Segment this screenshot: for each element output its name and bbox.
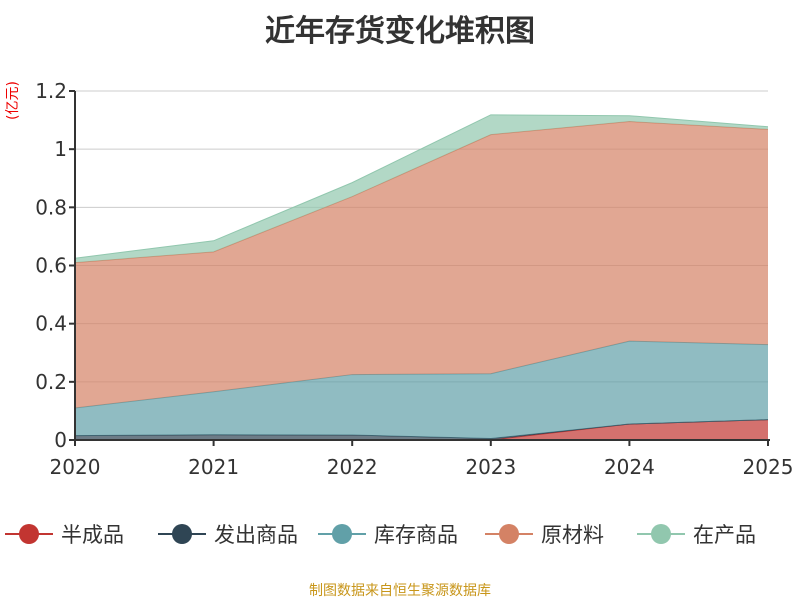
legend-marker xyxy=(499,524,519,544)
legend-marker xyxy=(19,524,39,544)
x-tick-label: 2024 xyxy=(604,455,655,479)
y-tick-label: 0.2 xyxy=(35,370,67,394)
legend-label: 发出商品 xyxy=(214,523,298,547)
line-在产品 xyxy=(74,114,769,259)
x-tick-label: 2023 xyxy=(465,455,516,479)
x-tick-label: 2022 xyxy=(327,455,378,479)
x-tick-label: 2021 xyxy=(188,455,239,479)
y-tick-label: 1.2 xyxy=(35,79,67,103)
x-tick-label: 2025 xyxy=(743,455,794,479)
y-tick-label: 1 xyxy=(54,137,67,161)
legend-marker xyxy=(332,524,352,544)
y-tick-label: 0.6 xyxy=(35,254,67,278)
legend-label: 半成品 xyxy=(61,523,124,547)
legend-label: 原材料 xyxy=(541,523,604,547)
legend-marker xyxy=(172,524,192,544)
legend-marker xyxy=(651,524,671,544)
y-tick-label: 0.8 xyxy=(35,195,67,219)
chart-title: 近年存货变化堆积图 xyxy=(265,14,535,49)
x-tick-label: 2020 xyxy=(50,455,101,479)
y-tick-label: 0 xyxy=(54,428,67,452)
y-tick-label: 0.4 xyxy=(35,312,67,336)
area-半成品 xyxy=(75,419,768,440)
area-原材料 xyxy=(75,121,768,409)
legend-label: 在产品 xyxy=(693,523,756,547)
legend-label: 库存商品 xyxy=(374,523,458,547)
data-source: 制图数据来自恒生聚源数据库 xyxy=(309,583,491,599)
area-库存商品 xyxy=(75,341,768,439)
